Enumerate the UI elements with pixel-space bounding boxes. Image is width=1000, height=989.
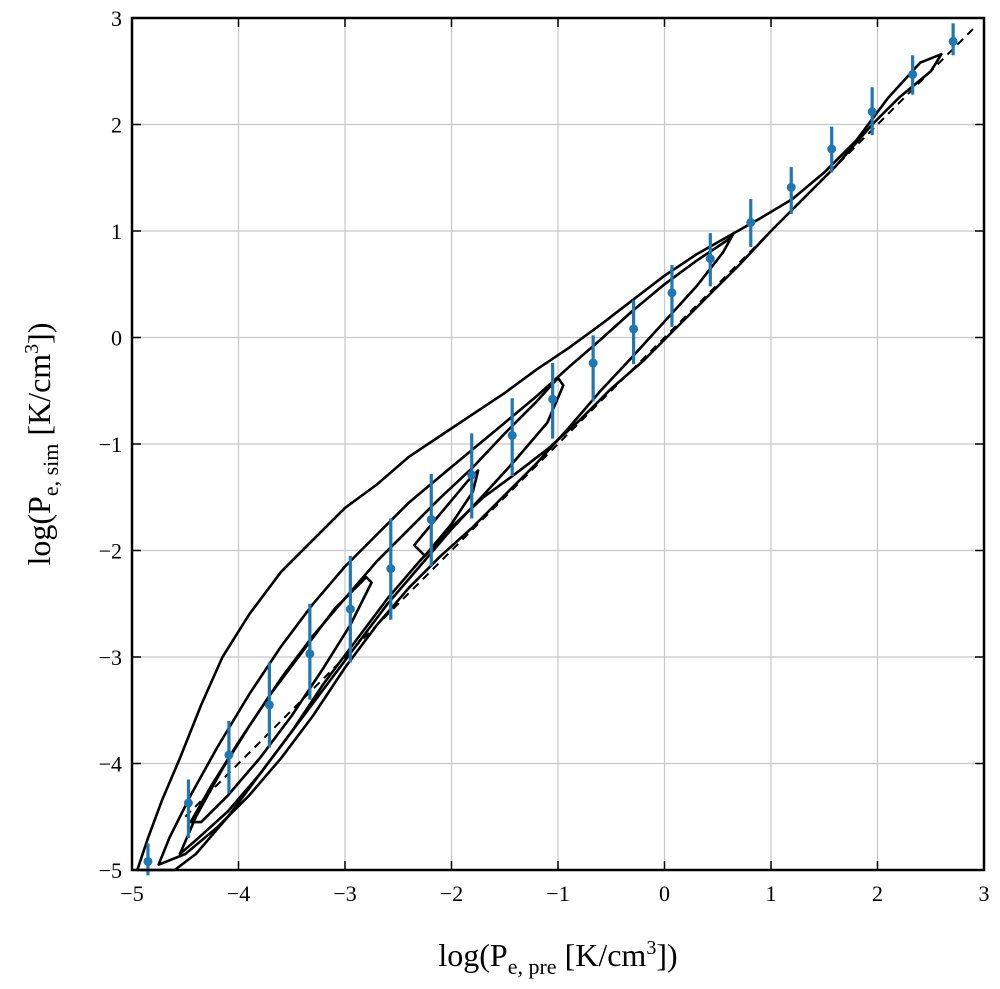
x-tick-label: 3 (979, 881, 990, 906)
median-point (184, 798, 193, 807)
y-tick-label: −3 (99, 645, 122, 670)
contour-middle (159, 233, 734, 865)
y-tick-label: 3 (111, 6, 122, 31)
y-tick-label: −4 (99, 752, 122, 777)
median-point (143, 857, 152, 866)
x-tick-label: −5 (120, 881, 143, 906)
y-tick-label: −2 (99, 539, 122, 564)
median-point (908, 70, 917, 79)
x-tick-label: −4 (227, 881, 250, 906)
x-tick-label: −1 (546, 881, 569, 906)
median-point (265, 700, 274, 709)
density-contours (137, 54, 941, 870)
y-tick-label: −5 (99, 858, 122, 883)
median-point (787, 183, 796, 192)
y-tick-label: 2 (111, 113, 122, 138)
median-point (827, 144, 836, 153)
x-tick-label: 1 (766, 881, 777, 906)
x-axis-ticks: −5 −4 −3 −2 −1 0 1 2 3 (120, 18, 989, 906)
y-axis-label: log(Pe, sim [K/cm3]) (21, 323, 63, 566)
median-point (508, 431, 517, 440)
x-tick-label: −3 (333, 881, 356, 906)
x-tick-label: −2 (440, 881, 463, 906)
median-point (589, 359, 598, 368)
median-point (548, 395, 557, 404)
y-tick-label: 1 (111, 219, 122, 244)
median-point (949, 37, 958, 46)
median-point (629, 324, 638, 333)
y-tick-label: −1 (99, 432, 122, 457)
median-point (868, 107, 877, 116)
y-tick-label: 0 (111, 326, 122, 351)
median-point (224, 750, 233, 759)
x-axis-label: log(Pe, pre [K/cm3]) (438, 937, 677, 979)
median-point (386, 564, 395, 573)
x-tick-label: 0 (659, 881, 670, 906)
median-point (305, 649, 314, 658)
median-point (467, 470, 476, 479)
median-point (427, 515, 436, 524)
median-point (746, 218, 755, 227)
x-tick-label: 2 (872, 881, 883, 906)
median-point (667, 288, 676, 297)
chart: −5 −4 −3 −2 −1 0 1 2 3 −5 −4 −3 −2 −1 0 1 2 3 log(Pe, pr… (0, 0, 1000, 989)
median-point (706, 254, 715, 263)
median-point (346, 605, 355, 614)
